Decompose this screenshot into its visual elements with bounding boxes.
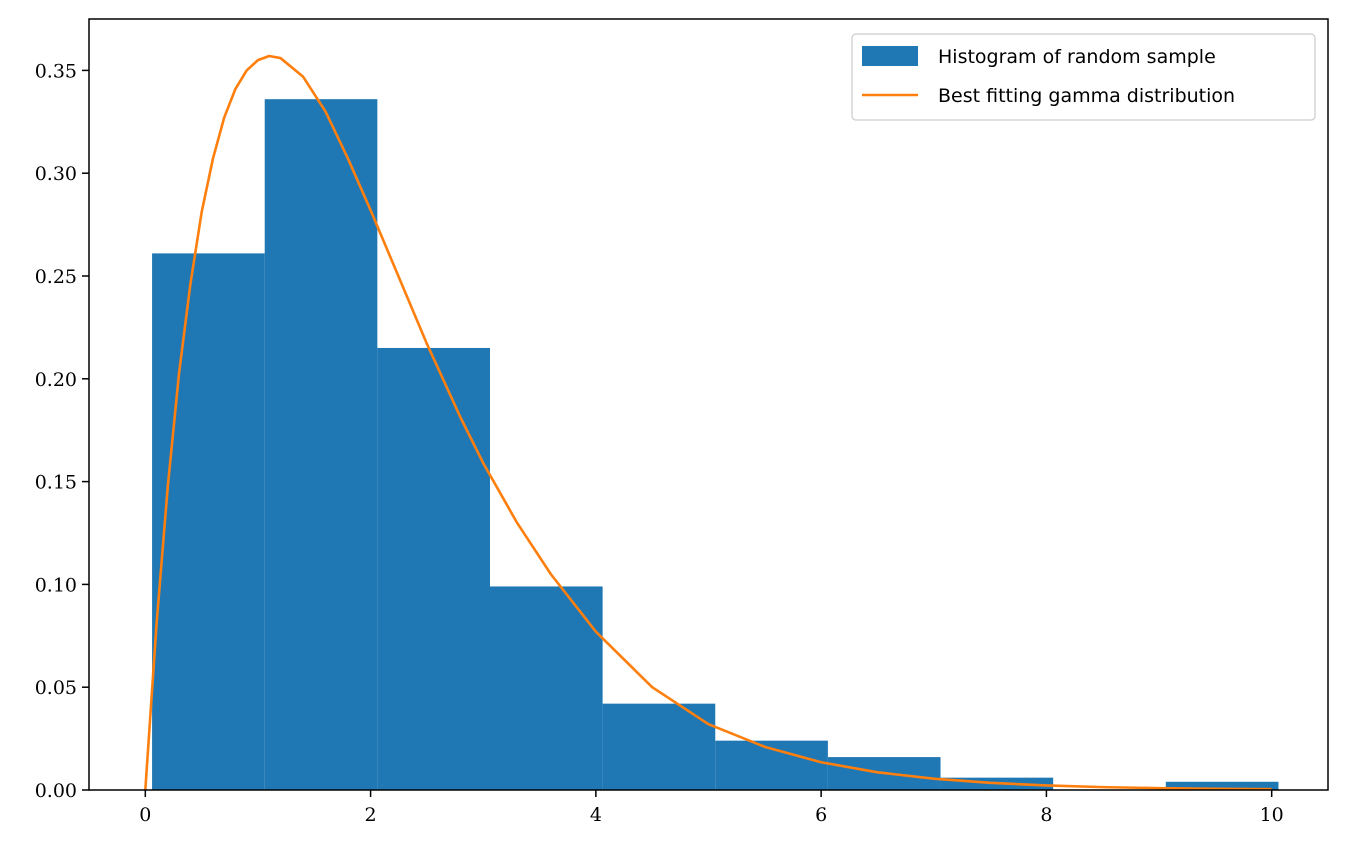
plot-frame	[88, 18, 1329, 791]
legend-swatch-histogram	[862, 46, 918, 66]
x-tick-label: 2	[365, 804, 377, 826]
x-tick-label: 10	[1260, 804, 1284, 826]
x-axis: 0 2 4 6 8 10	[139, 790, 1284, 826]
histogram-bar	[1165, 781, 1279, 790]
gamma-fit-line	[144, 54, 1272, 791]
legend-label-gamma: Best fitting gamma distribution	[938, 85, 1235, 107]
legend: Histogram of random sample Best fitting …	[851, 33, 1316, 121]
histogram-bar	[377, 347, 490, 790]
histogram-bars	[152, 99, 1279, 790]
y-tick-label: 0.15	[35, 472, 77, 494]
y-tick-label: 0.25	[35, 266, 77, 288]
y-tick-label: 0.05	[35, 677, 77, 699]
x-tick-label: 6	[815, 804, 827, 826]
x-tick-label: 8	[1040, 804, 1052, 826]
histogram-bar	[264, 99, 378, 790]
x-tick-label: 4	[590, 804, 602, 826]
y-tick-label: 0.20	[35, 369, 77, 391]
y-tick-label: 0.00	[35, 780, 77, 802]
histogram-bar	[152, 253, 265, 790]
y-tick-label: 0.35	[35, 60, 77, 82]
x-tick-label: 0	[139, 804, 151, 826]
legend-box	[851, 33, 1316, 121]
y-tick-label: 0.10	[35, 574, 77, 596]
y-axis: 0.00 0.05 0.10 0.15 0.20 0.25 0.30 0.35	[35, 60, 89, 802]
histogram-bar	[489, 586, 603, 790]
histogram-bar	[602, 703, 716, 790]
legend-label-histogram: Histogram of random sample	[938, 46, 1216, 68]
y-tick-label: 0.30	[35, 163, 77, 185]
